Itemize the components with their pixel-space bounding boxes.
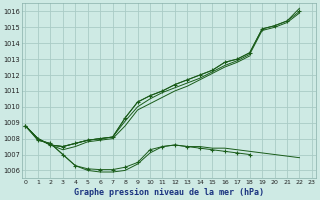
X-axis label: Graphe pression niveau de la mer (hPa): Graphe pression niveau de la mer (hPa) (74, 188, 264, 197)
